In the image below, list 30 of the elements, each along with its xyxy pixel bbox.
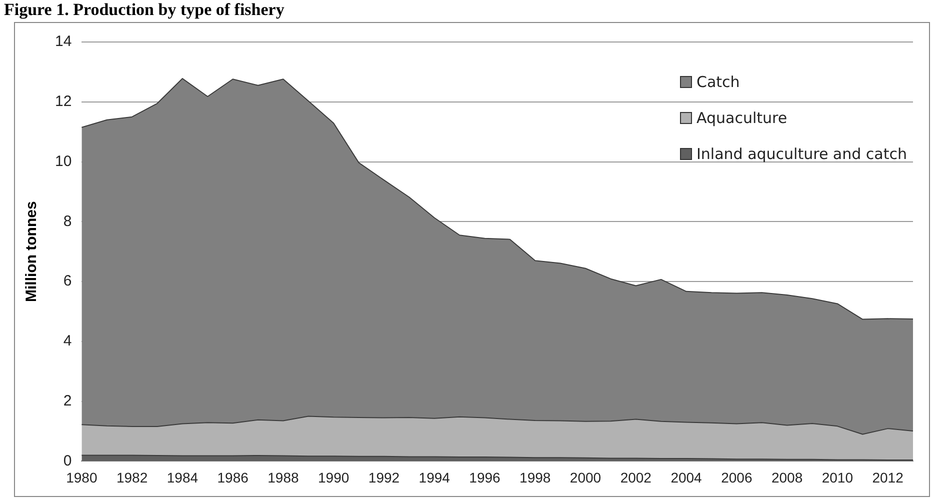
x-tick-label: 1988: [268, 469, 299, 486]
x-tick-label: 1998: [520, 469, 551, 486]
y-tick-label: 2: [63, 392, 72, 410]
y-tick-label: 14: [54, 33, 72, 50]
chart-title: Figure 1. Production by type of fishery: [4, 0, 284, 20]
y-tick-label: 12: [54, 93, 72, 110]
y-tick-label: 6: [63, 272, 72, 290]
y-axis-title: Million tonnes: [23, 201, 40, 302]
x-tick-label: 2004: [670, 469, 702, 486]
x-tick-label: 2012: [872, 469, 904, 486]
legend-label: Inland aquculture and catch: [696, 145, 907, 163]
x-tick-label: 2000: [570, 469, 602, 486]
x-tick-label: 2010: [822, 469, 854, 486]
x-tick-label: 1994: [418, 469, 450, 486]
y-tick-label: 4: [63, 332, 72, 350]
x-tick-label: 1982: [116, 469, 148, 486]
x-tick-label: 2008: [771, 469, 803, 486]
x-tick-label: 2006: [721, 469, 752, 486]
x-tick-label: 1990: [318, 469, 350, 486]
x-tick-label: 2002: [620, 469, 652, 486]
x-tick-label: 1980: [66, 469, 98, 486]
x-tick-label: 1984: [166, 469, 198, 486]
y-tick-label: 10: [54, 152, 72, 170]
y-tick-label: 8: [63, 212, 72, 230]
y-tick-label: 0: [63, 452, 72, 470]
x-tick-label: 1996: [469, 469, 501, 486]
legend-label: Catch: [696, 73, 740, 91]
x-tick-label: 1986: [217, 469, 249, 486]
x-tick-label: 1992: [368, 469, 400, 486]
legend-label: Aquaculture: [696, 109, 788, 127]
